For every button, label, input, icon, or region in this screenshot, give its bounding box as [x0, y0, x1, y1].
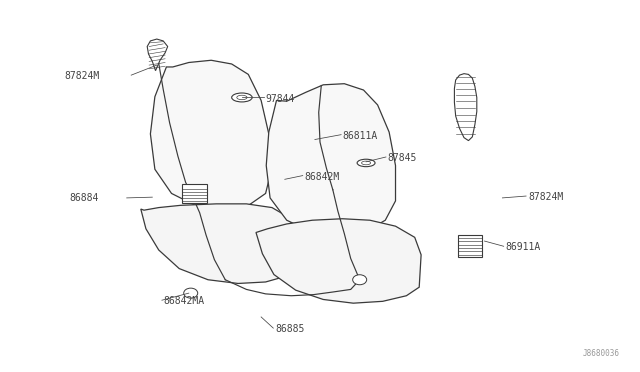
Text: 86842M: 86842M [304, 172, 339, 182]
Text: 97844: 97844 [266, 94, 295, 103]
Text: 86885: 86885 [275, 324, 305, 334]
Ellipse shape [357, 159, 375, 167]
Text: J8680036: J8680036 [583, 349, 620, 358]
Polygon shape [150, 60, 272, 208]
Polygon shape [147, 39, 168, 71]
Bar [182, 184, 207, 203]
Ellipse shape [232, 93, 252, 102]
Ellipse shape [184, 288, 198, 298]
Text: 87824M: 87824M [64, 71, 99, 81]
Polygon shape [454, 74, 477, 141]
Polygon shape [256, 219, 421, 303]
Polygon shape [266, 84, 396, 235]
Bar [458, 235, 482, 257]
Text: 86911A: 86911A [506, 243, 541, 252]
Text: 87845: 87845 [387, 153, 417, 163]
Polygon shape [141, 204, 296, 283]
Text: 86884: 86884 [70, 193, 99, 203]
Text: 86842MA: 86842MA [163, 296, 204, 306]
Ellipse shape [353, 275, 367, 285]
Text: 86811A: 86811A [342, 131, 378, 141]
Text: 87824M: 87824M [528, 192, 563, 202]
